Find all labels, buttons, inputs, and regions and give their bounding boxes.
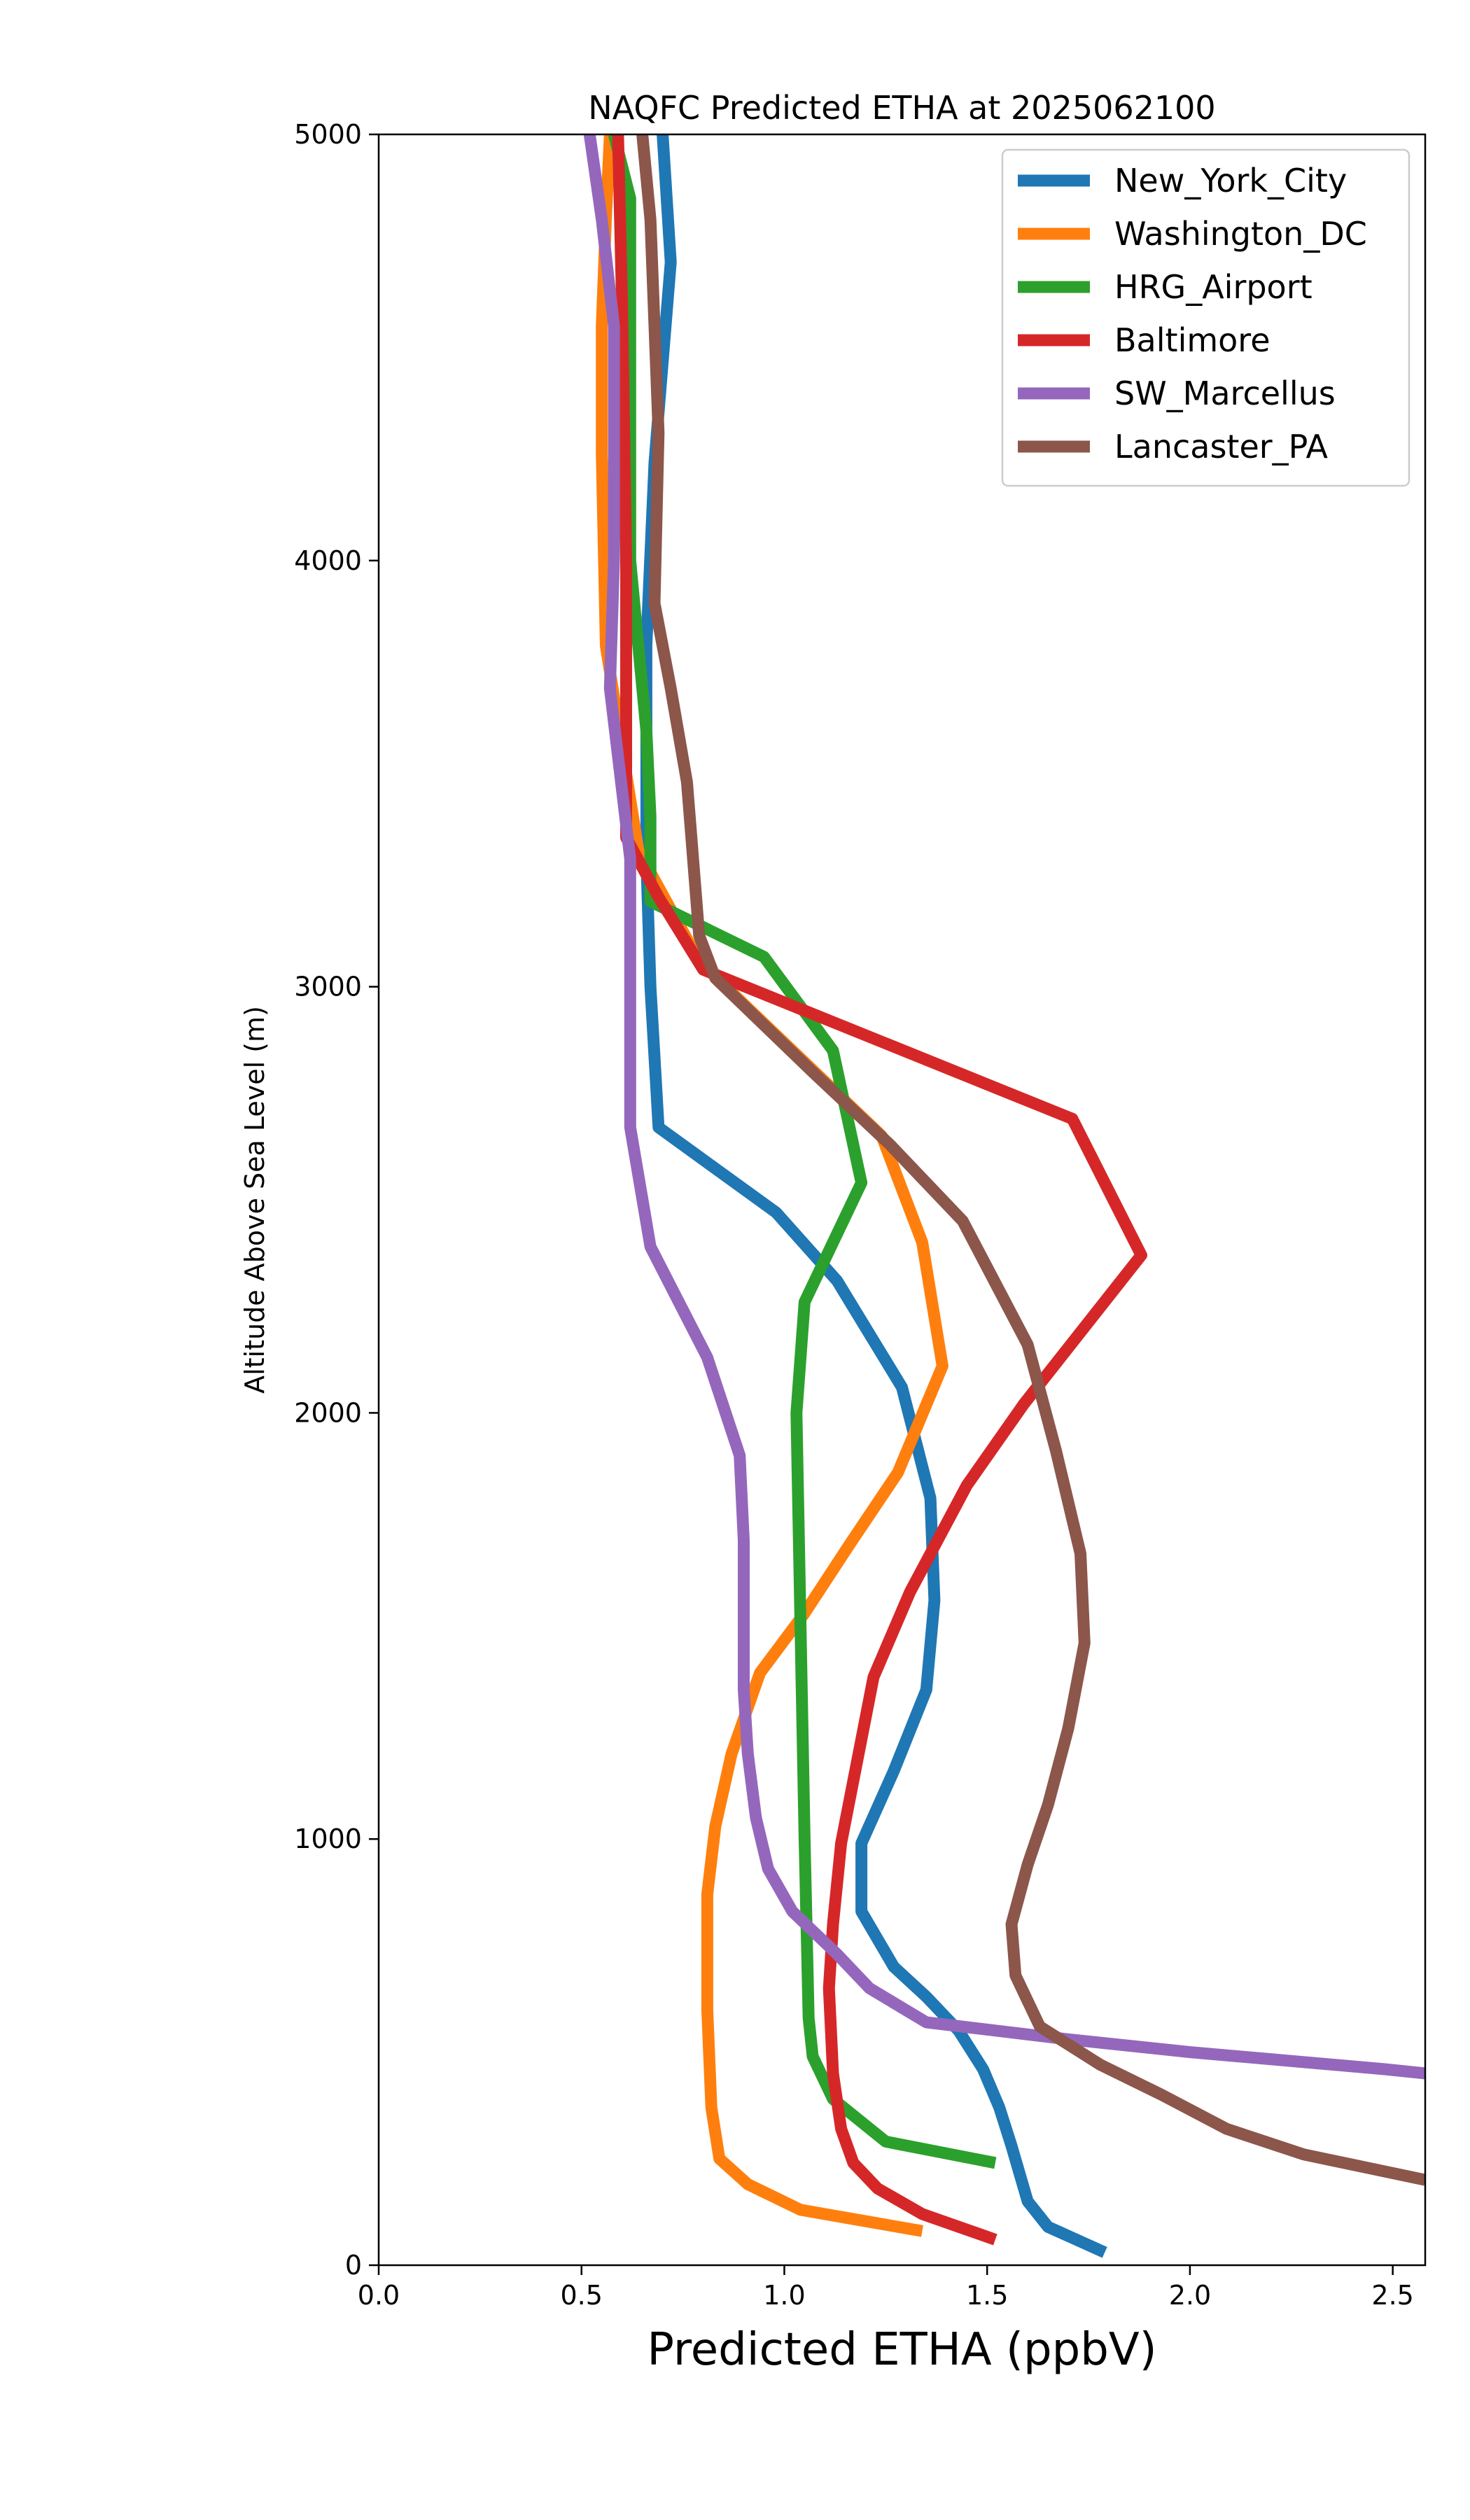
series-line-hrg-airport xyxy=(608,134,997,2169)
axes-layer: 0.0 0.5 1.0 1.5 2.0 2.5 0 1000 2000 3000 4000 5000 xyxy=(294,119,1414,2311)
x-axis-label: Predicted ETHA (ppbV) xyxy=(647,2324,1156,2376)
series-line-lancaster-pa xyxy=(636,134,1425,2186)
x-tick-label: 2.5 xyxy=(1371,2280,1413,2311)
series-line-sw-marcellus xyxy=(583,134,1425,2080)
series-layer xyxy=(583,134,1425,2258)
x-tick-label: 1.5 xyxy=(966,2280,1008,2311)
y-axis-label: Altitude Above Sea Level (m) xyxy=(239,1006,270,1394)
y-tick-label: 4000 xyxy=(294,545,362,576)
legend-entry: Lancaster_PA xyxy=(1114,428,1328,465)
y-tick-label: 0 xyxy=(345,2250,362,2281)
y-tick-label: 5000 xyxy=(294,119,362,150)
legend-entry: Baltimore xyxy=(1114,321,1270,359)
x-tick-label: 1.0 xyxy=(763,2280,805,2311)
chart-title: NAQFC Predicted ETHA at 2025062100 xyxy=(588,89,1215,127)
legend-entry: Washington_DC xyxy=(1114,215,1367,253)
y-tick-label: 1000 xyxy=(294,1823,362,1854)
legend-entry: SW_Marcellus xyxy=(1114,374,1336,412)
y-tick-label: 2000 xyxy=(294,1397,362,1428)
legend-entry: New_York_City xyxy=(1114,162,1347,200)
legend: New_York_City Washington_DC HRG_Airport Bal… xyxy=(1001,148,1410,487)
y-tick-label: 3000 xyxy=(294,972,362,1002)
legend-entry: HRG_Airport xyxy=(1114,268,1312,306)
legend-box xyxy=(1001,148,1410,487)
x-tick-label: 0.0 xyxy=(358,2280,400,2311)
x-tick-label: 2.0 xyxy=(1169,2280,1211,2311)
plot-frame xyxy=(377,133,1427,2267)
x-tick-label: 0.5 xyxy=(561,2280,603,2311)
series-line-washington-dc xyxy=(596,134,948,2237)
